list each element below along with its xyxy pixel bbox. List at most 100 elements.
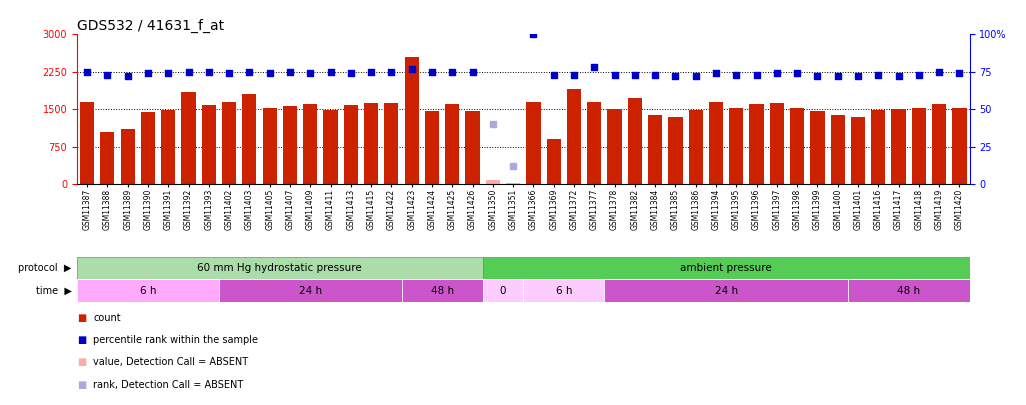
- Text: ■: ■: [77, 358, 86, 367]
- Bar: [688, 110, 703, 184]
- Point: [647, 72, 664, 78]
- Point: [403, 66, 420, 72]
- Point: [140, 70, 156, 77]
- Bar: [283, 107, 298, 184]
- Bar: [219, 279, 401, 302]
- Point: [546, 72, 562, 78]
- Point: [931, 69, 947, 75]
- Bar: [263, 108, 277, 184]
- Point: [810, 73, 826, 80]
- Bar: [604, 279, 847, 302]
- Point: [322, 69, 339, 75]
- Point: [424, 69, 440, 75]
- Bar: [425, 111, 439, 184]
- Point: [850, 73, 866, 80]
- Point: [181, 69, 197, 75]
- Point: [586, 64, 602, 70]
- Text: 24 h: 24 h: [714, 286, 738, 296]
- Point: [728, 72, 745, 78]
- Bar: [101, 132, 115, 184]
- Point: [302, 70, 318, 77]
- Point: [951, 70, 968, 77]
- Text: ■: ■: [77, 380, 86, 390]
- Bar: [77, 279, 219, 302]
- Bar: [482, 279, 523, 302]
- Text: ■: ■: [77, 313, 86, 323]
- Bar: [77, 257, 482, 279]
- Point: [667, 73, 683, 80]
- Text: time  ▶: time ▶: [36, 286, 72, 296]
- Bar: [121, 129, 134, 184]
- Bar: [668, 117, 682, 184]
- Bar: [141, 112, 155, 184]
- Bar: [892, 109, 906, 184]
- Point: [241, 69, 258, 75]
- Point: [160, 70, 176, 77]
- Point: [789, 70, 805, 77]
- Point: [484, 121, 501, 128]
- Bar: [364, 103, 379, 184]
- Bar: [628, 98, 642, 184]
- Text: 48 h: 48 h: [897, 286, 920, 296]
- Text: 6 h: 6 h: [140, 286, 156, 296]
- Text: count: count: [93, 313, 121, 323]
- Point: [363, 69, 380, 75]
- Text: 24 h: 24 h: [299, 286, 322, 296]
- Bar: [523, 279, 604, 302]
- Point: [565, 72, 582, 78]
- Bar: [482, 257, 970, 279]
- Text: 48 h: 48 h: [431, 286, 453, 296]
- Bar: [485, 180, 500, 184]
- Point: [201, 69, 218, 75]
- Bar: [851, 117, 865, 184]
- Point: [627, 72, 643, 78]
- Bar: [831, 115, 844, 184]
- Bar: [404, 57, 419, 184]
- Point: [891, 73, 907, 80]
- Text: ambient pressure: ambient pressure: [680, 263, 772, 273]
- Point: [829, 73, 845, 80]
- Bar: [912, 108, 925, 184]
- Point: [383, 69, 399, 75]
- Bar: [729, 109, 744, 184]
- Bar: [344, 105, 358, 184]
- Bar: [648, 115, 662, 184]
- Bar: [242, 94, 256, 184]
- Point: [525, 31, 542, 38]
- Bar: [445, 104, 460, 184]
- Text: value, Detection Call = ABSENT: value, Detection Call = ABSENT: [93, 358, 248, 367]
- Point: [606, 72, 623, 78]
- Bar: [709, 102, 723, 184]
- Bar: [811, 111, 825, 184]
- Point: [748, 72, 764, 78]
- Point: [444, 69, 461, 75]
- Point: [119, 73, 135, 80]
- Bar: [749, 104, 763, 184]
- Bar: [506, 183, 520, 184]
- Bar: [932, 104, 946, 184]
- Text: percentile rank within the sample: percentile rank within the sample: [93, 335, 259, 345]
- Bar: [547, 139, 561, 184]
- Bar: [871, 110, 885, 184]
- Bar: [222, 102, 236, 184]
- Text: 6 h: 6 h: [556, 286, 573, 296]
- Bar: [847, 279, 970, 302]
- Point: [870, 72, 886, 78]
- Bar: [952, 109, 966, 184]
- Point: [343, 70, 359, 77]
- Bar: [182, 92, 196, 184]
- Point: [687, 73, 704, 80]
- Text: ■: ■: [77, 335, 86, 345]
- Text: 60 mm Hg hydrostatic pressure: 60 mm Hg hydrostatic pressure: [197, 263, 362, 273]
- Point: [768, 70, 785, 77]
- Bar: [587, 102, 601, 184]
- Bar: [303, 104, 317, 184]
- Bar: [770, 103, 784, 184]
- Point: [465, 69, 481, 75]
- Point: [262, 70, 278, 77]
- Bar: [385, 103, 398, 184]
- Point: [221, 70, 237, 77]
- Point: [100, 72, 116, 78]
- Bar: [567, 90, 581, 184]
- Bar: [161, 110, 175, 184]
